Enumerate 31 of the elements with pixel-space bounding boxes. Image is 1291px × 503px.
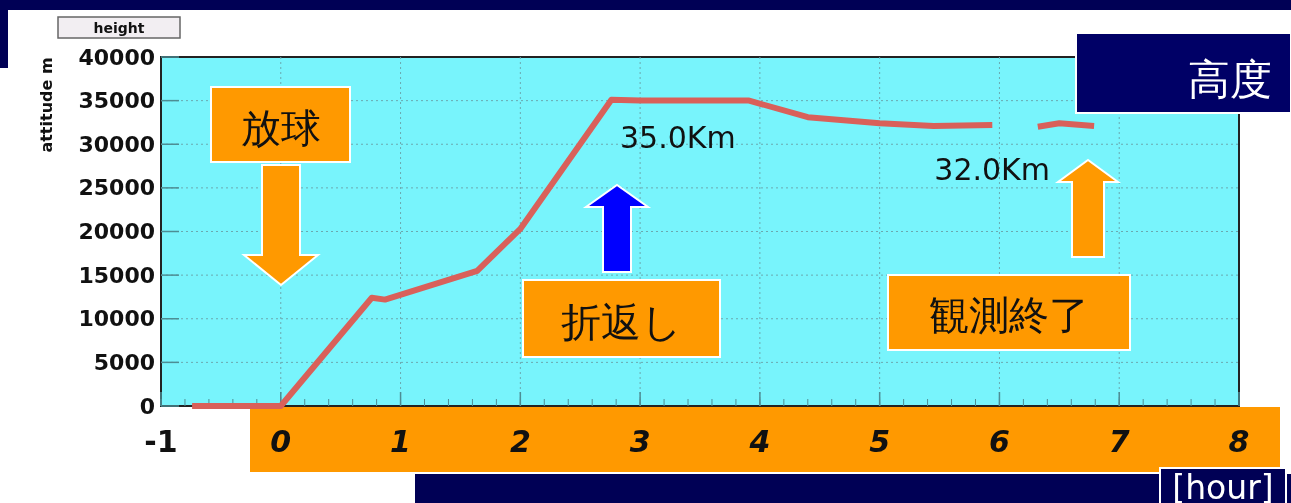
x-tick-label: 2 (509, 423, 531, 459)
y-tick-label: 25000 (78, 175, 155, 201)
x-tick-label: -1 (144, 423, 178, 459)
annotation: 折返し (560, 299, 682, 345)
y-tick-label: 5000 (93, 349, 155, 375)
x-axis-title: [hour] (1172, 468, 1274, 503)
y-tick-label: 30000 (78, 131, 155, 157)
annotation: 観測終了 (929, 292, 1089, 338)
annotation: 放球 (241, 105, 321, 151)
x-tick-label: 4 (748, 423, 771, 459)
x-tick-label: 7 (1108, 423, 1130, 459)
y-tick-label: 40000 (78, 44, 155, 70)
x-tick-label: 6 (989, 423, 1010, 459)
x-tick-label: 0 (270, 423, 292, 459)
x-tick-label: 8 (1228, 423, 1250, 459)
y-tick-label: 0 (139, 393, 155, 419)
annotation: 高度 (1075, 32, 1291, 114)
annotation: 35.0Km (620, 120, 736, 155)
annotation: 32.0Km (934, 152, 1050, 187)
y-tick-label: 20000 (78, 219, 155, 244)
chart-title: height (93, 20, 145, 36)
x-tick-label: 5 (869, 423, 891, 459)
x-tick-label: 1 (390, 423, 411, 459)
annotation: 放球 (210, 86, 351, 287)
y-axis-title: attitude m (37, 57, 56, 153)
annotation: 高度 (1188, 55, 1272, 104)
x-tick-label: 3 (629, 423, 651, 459)
y-tick-label: 15000 (78, 262, 155, 288)
y-tick-label: 35000 (78, 88, 155, 114)
annotation: 折返し (522, 183, 721, 358)
y-tick-label: 10000 (78, 306, 155, 332)
